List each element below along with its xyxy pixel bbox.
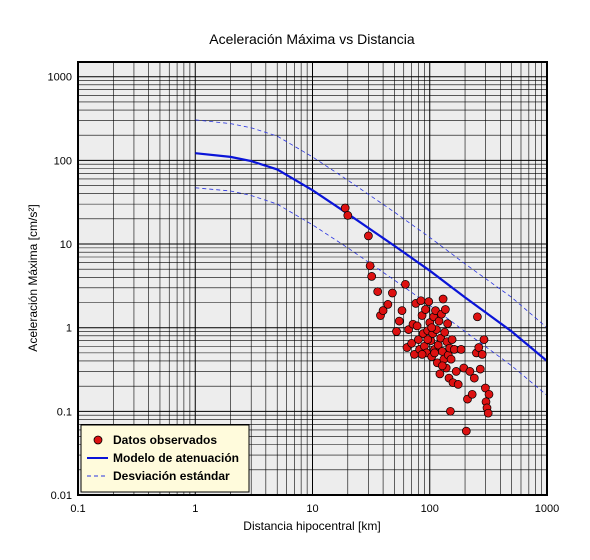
data-point — [414, 335, 423, 344]
data-point — [394, 316, 404, 326]
data-point — [440, 327, 450, 337]
x-tick-label: 0.1 — [70, 503, 85, 515]
data-point — [383, 300, 393, 309]
data-point — [447, 335, 457, 344]
data-point — [427, 323, 437, 333]
data-point — [367, 272, 377, 281]
data-point — [467, 389, 477, 399]
data-point — [443, 319, 452, 328]
y-tick-label: 10 — [60, 239, 72, 251]
data-point — [407, 338, 416, 348]
data-point — [340, 203, 350, 213]
data-point — [412, 321, 422, 331]
data-point — [435, 369, 445, 379]
observed-points — [340, 203, 494, 436]
legend-marker-icon — [93, 435, 103, 445]
y-tick-label: 1000 — [48, 72, 72, 84]
data-point — [446, 406, 455, 416]
data-point — [461, 426, 471, 436]
data-point — [343, 211, 353, 220]
data-point — [437, 361, 447, 371]
x-tick-labels: 0.1 1 10 100 1000 — [70, 503, 559, 515]
data-point — [365, 261, 375, 271]
y-tick-labels: 0.01 0.1 1 10 100 1000 — [48, 72, 72, 502]
x-tick-label: 1 — [192, 503, 198, 515]
data-point — [388, 288, 397, 298]
data-point — [475, 364, 485, 374]
data-point — [446, 354, 456, 364]
data-point — [401, 279, 410, 289]
data-point — [473, 312, 482, 322]
data-point — [397, 306, 407, 315]
data-point — [392, 327, 401, 336]
stddev-line — [195, 119, 548, 329]
data-point — [417, 350, 427, 359]
chart-title: Aceleración Máxima vs Distancia — [209, 31, 415, 47]
legend: Datos observados Modelo de atenuación De… — [80, 424, 250, 493]
data-point — [364, 231, 373, 241]
x-tick-label: 1000 — [535, 503, 559, 515]
legend-label-model: Modelo de atenuación — [113, 451, 239, 465]
data-point — [465, 367, 475, 376]
x-tick-label: 100 — [421, 503, 439, 515]
data-point — [469, 373, 479, 383]
data-point — [421, 305, 430, 314]
data-point — [423, 335, 433, 344]
data-point — [441, 305, 450, 314]
data-point — [484, 389, 494, 399]
data-point — [416, 296, 426, 306]
grid-lines — [77, 62, 547, 496]
data-point — [479, 335, 489, 344]
y-tick-label: 0.1 — [57, 406, 72, 418]
legend-label-stddev: Desviación estándar — [113, 469, 230, 483]
data-point — [430, 348, 439, 358]
data-point — [424, 297, 434, 306]
y-axis-label: Aceleración Máxima [cm/s²] — [26, 204, 40, 351]
stddev-line — [195, 187, 548, 396]
data-point — [477, 350, 487, 359]
x-axis-label: Distancia hipocentral [km] — [243, 519, 380, 533]
data-point — [483, 408, 493, 418]
data-point — [378, 306, 388, 315]
y-tick-label: 0.01 — [51, 490, 72, 502]
data-point — [373, 287, 383, 296]
data-point — [456, 345, 466, 354]
data-point — [438, 294, 448, 304]
legend-box — [80, 424, 250, 493]
y-tick-label: 1 — [66, 323, 72, 335]
data-point — [451, 367, 461, 376]
x-tick-label: 10 — [306, 503, 318, 515]
data-point — [453, 380, 463, 389]
legend-label-observed: Datos observados — [113, 433, 217, 447]
y-tick-label: 100 — [54, 155, 72, 167]
plot-frame — [77, 61, 548, 496]
data-point — [474, 343, 484, 352]
